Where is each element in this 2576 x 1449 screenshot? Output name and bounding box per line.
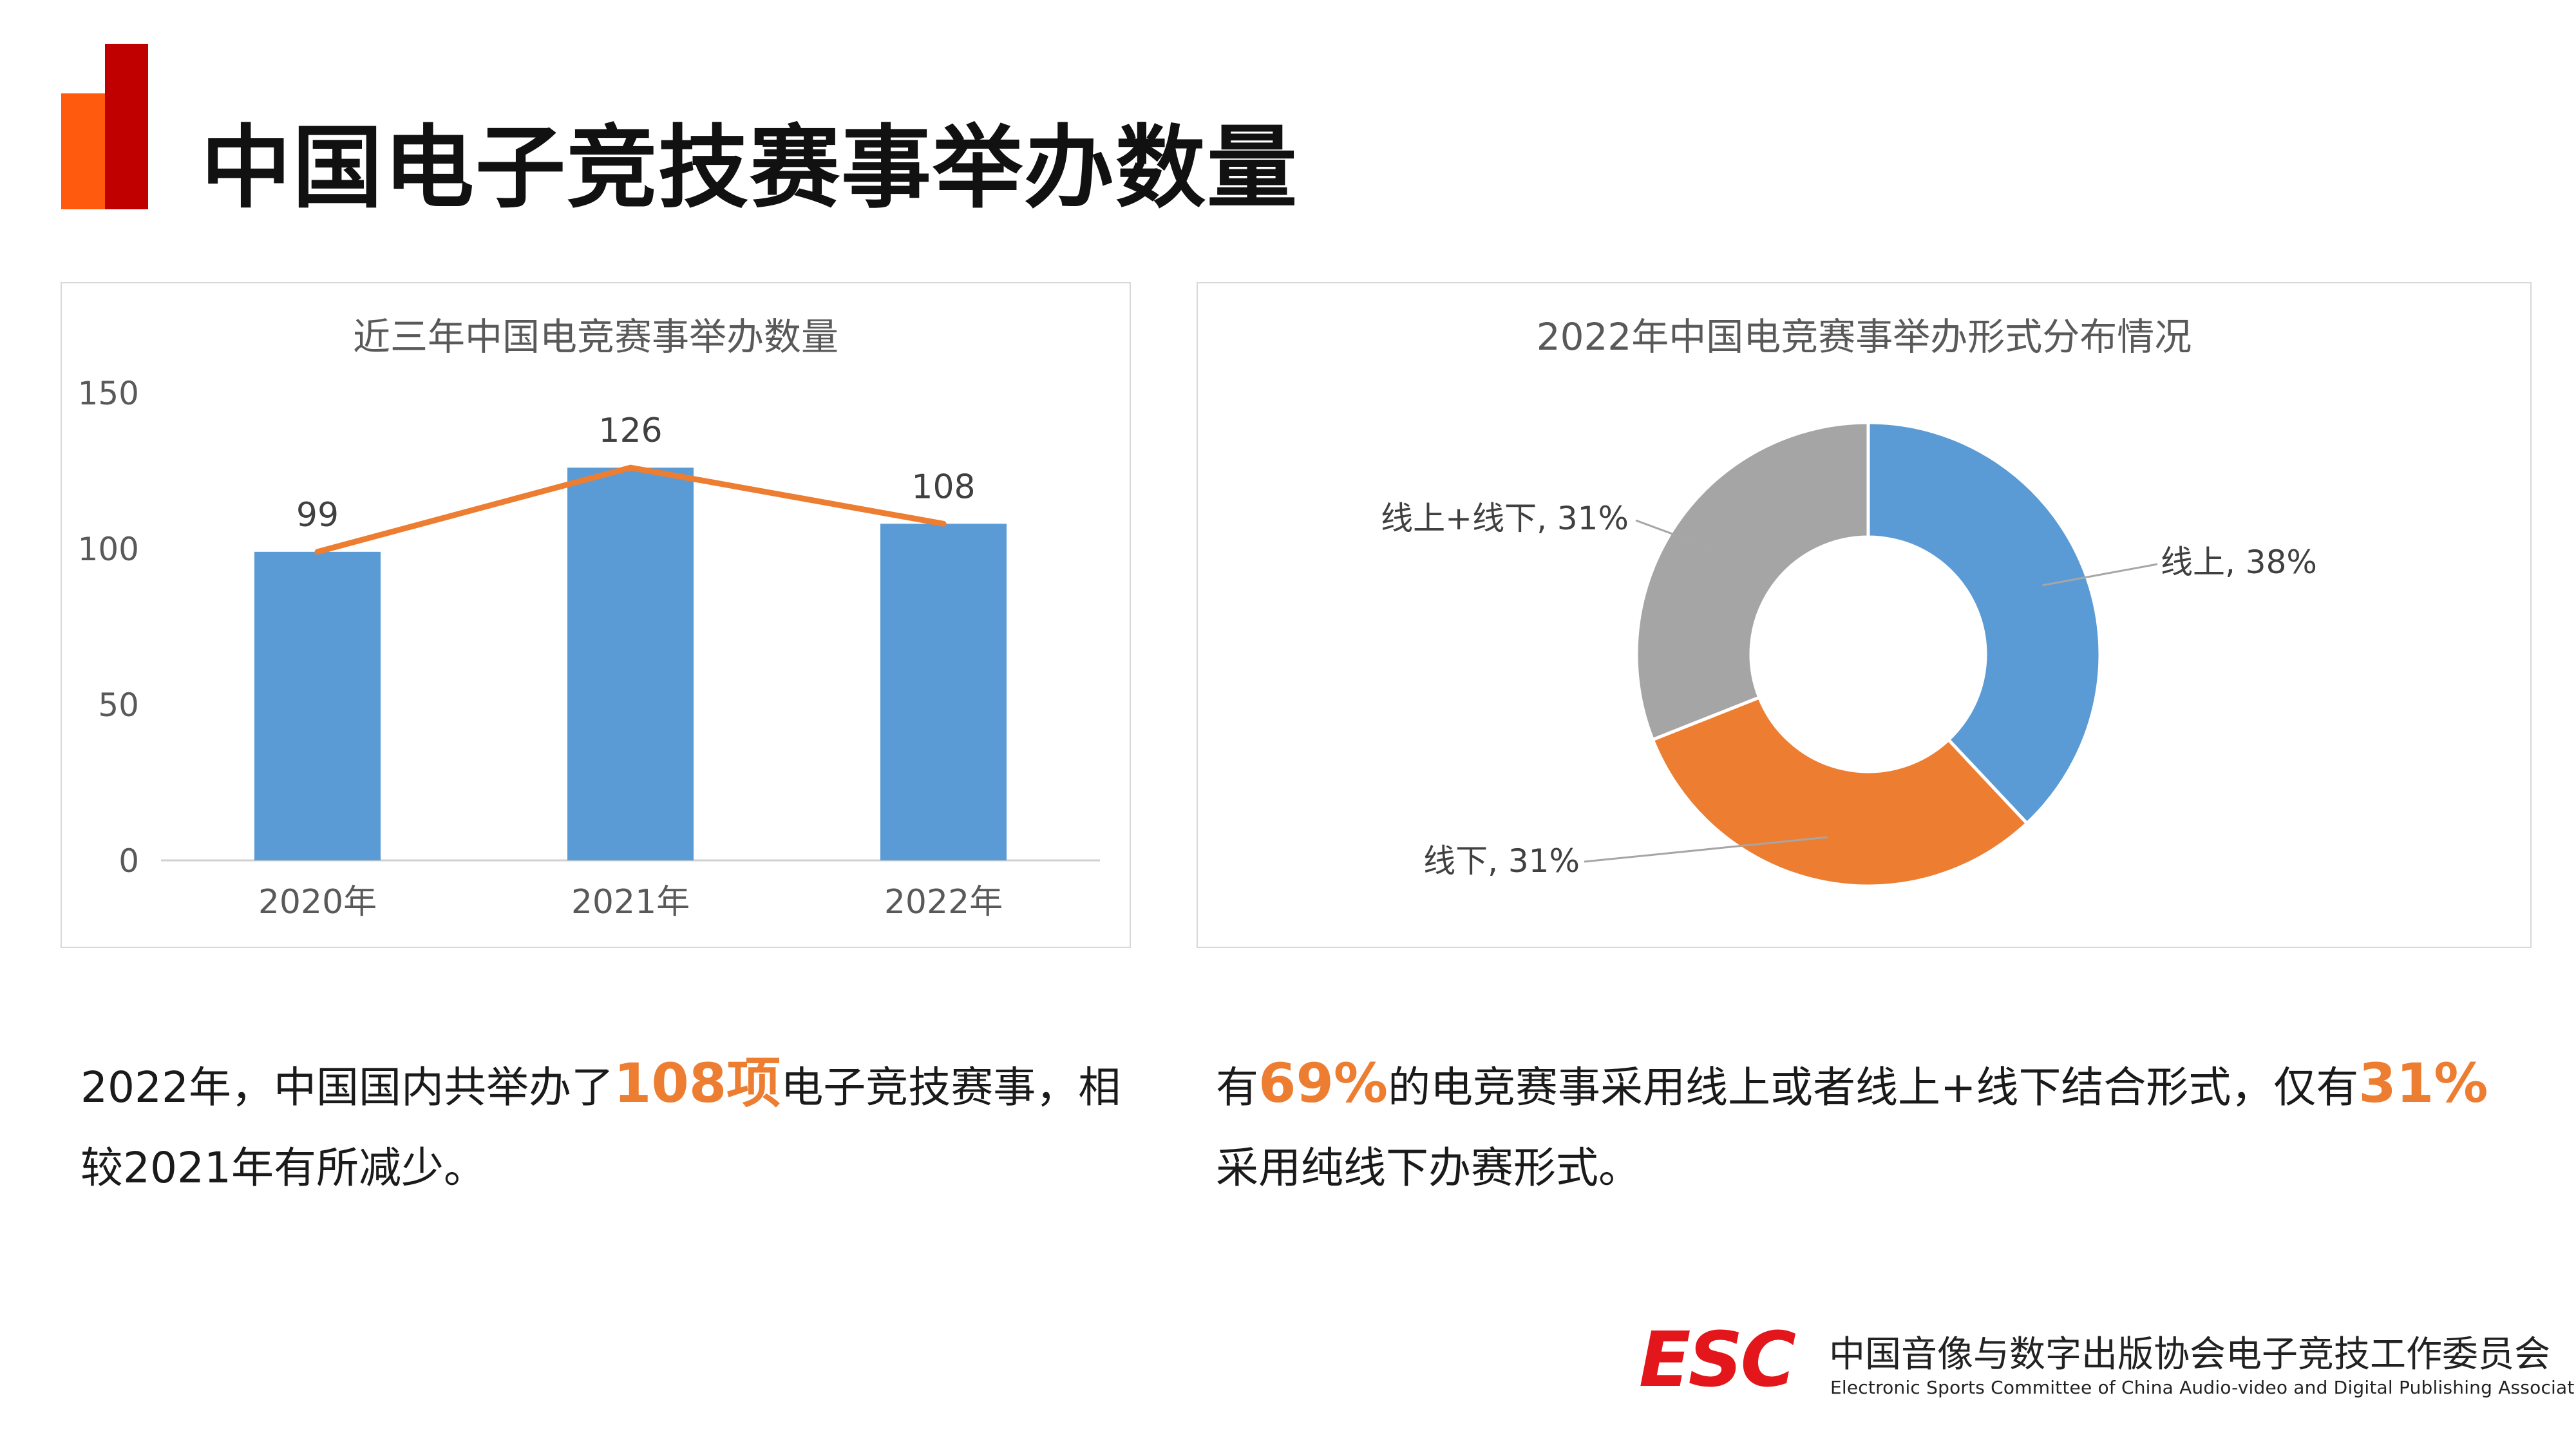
x-tick-label: 2020年	[258, 883, 377, 922]
summary-text-right: 有69%的电竞赛事采用线上或者线上+线下结合形式，仅有31% 采用纯线下办赛形式。	[1216, 1043, 2530, 1208]
leader-line	[2042, 563, 2158, 587]
organization-name-cn: 中国音像与数字出版协会电子竞技工作委员会	[1829, 1334, 2550, 1376]
bar	[567, 468, 694, 860]
header-accent-orange-bar	[61, 93, 106, 209]
bar	[880, 524, 1007, 860]
organization-name-en: Electronic Sports Committee of China Aud…	[1830, 1377, 2576, 1398]
y-tick-label: 0	[118, 842, 139, 880]
bar-chart-title: 近三年中国电竞赛事举办数量	[352, 315, 838, 359]
donut-chart-title: 2022年中国电竞赛事举办形式分布情况	[1536, 315, 2192, 359]
x-tick-label: 2022年	[884, 883, 1003, 922]
y-tick-label: 100	[78, 531, 139, 568]
slice-label: 线上, 38%	[2161, 544, 2317, 581]
data-label: 108	[911, 468, 975, 506]
bar-chart: 0 50 100 150 2020年 2021年 2022年 99 126 108	[78, 375, 1100, 922]
trend-line	[314, 464, 947, 555]
summary-right-part2: 的电竞赛事采用线上或者线上+线下结合形式，仅有	[1388, 1063, 2359, 1112]
summary-text-left: 2022年，中国国内共举办了108项电子竞技赛事，相较2021年有所减少。	[80, 1043, 1137, 1208]
donut-chart: 线上, 38% 线下, 31% 线上+线下, 31%	[1381, 421, 2317, 888]
donut-slice	[1634, 421, 1870, 742]
summary-left-part2: 电子竞技赛事，相较2021年有所减少。	[80, 1063, 1121, 1193]
summary-left-part1: 2022年，中国国内共举办了	[80, 1063, 614, 1112]
donut-chart-panel: 2022年中国电竞赛事举办形式分布情况 线上, 38% 线下, 31% 线上+线下,…	[1197, 282, 2532, 948]
data-label: 99	[296, 496, 339, 535]
bar-chart-panel: 近三年中国电竞赛事举办数量 0 50 100 150 2020年 2021年 2022年 99…	[61, 282, 1131, 948]
y-tick-label: 150	[78, 375, 139, 412]
page-title: 中国电子竞技赛事举办数量	[201, 116, 1299, 221]
summary-left-highlight: 108项	[613, 1052, 781, 1115]
slice-label: 线上+线下, 31%	[1381, 500, 1629, 537]
y-tick-label: 50	[98, 687, 139, 724]
bar	[254, 551, 381, 860]
summary-right-highlight-2: 31%	[2358, 1052, 2488, 1115]
data-label: 126	[598, 412, 662, 450]
leader-line	[1584, 836, 1828, 863]
esc-logo-text: ESC	[1639, 1327, 1796, 1397]
summary-right-part1: 有	[1216, 1063, 1258, 1112]
summary-right-highlight-1: 69%	[1258, 1052, 1388, 1115]
summary-right-part3: 采用纯线下办赛形式。	[1216, 1143, 1641, 1193]
leader-line	[1635, 519, 1714, 550]
esc-logo: ESC	[1639, 1327, 1799, 1397]
x-tick-label: 2021年	[571, 883, 690, 922]
slice-label: 线下, 31%	[1423, 842, 1580, 880]
donut-slice	[1866, 421, 2102, 826]
header-accent-red-bar	[105, 44, 148, 209]
donut-slice	[1651, 695, 2029, 888]
